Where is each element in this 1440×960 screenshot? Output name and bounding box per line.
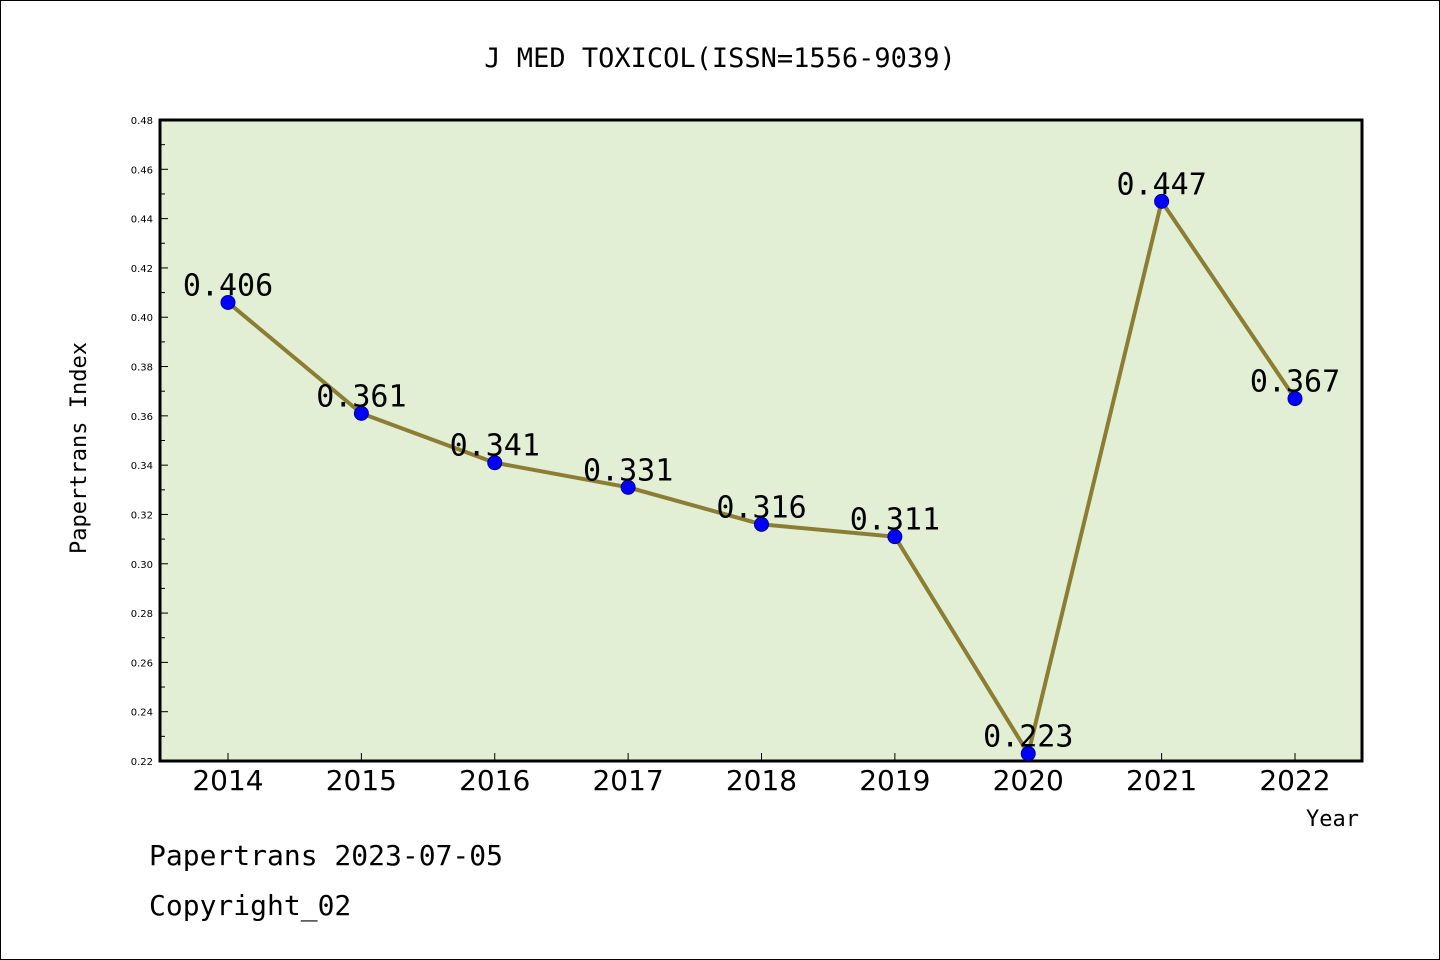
x-tick-label: 2020 xyxy=(993,764,1064,797)
data-point xyxy=(487,455,503,471)
x-tick-label: 2021 xyxy=(1126,764,1197,797)
y-tick-label: 0.26 xyxy=(131,658,153,669)
data-label: 0.311 xyxy=(850,503,940,538)
data-point xyxy=(1020,746,1036,762)
x-tick-label: 2022 xyxy=(1259,764,1330,797)
x-tick-label: 2016 xyxy=(459,764,530,797)
x-tick-label: 2014 xyxy=(192,764,263,797)
x-tick-label: 2015 xyxy=(326,764,397,797)
y-tick-label: 0.34 xyxy=(131,461,153,472)
y-tick-label: 0.48 xyxy=(131,116,153,127)
y-tick-label: 0.30 xyxy=(131,560,153,571)
x-axis: 2014 2015 2016 2017 2018 2019 2020 2021 2022 xyxy=(192,753,1331,797)
x-tick-label: 2019 xyxy=(859,764,930,797)
data-point xyxy=(1154,193,1170,209)
data-point xyxy=(220,294,236,310)
x-tick-label: 2017 xyxy=(592,764,663,797)
y-axis-label: Papertrans Index xyxy=(67,342,92,554)
x-tick-label: 2018 xyxy=(726,764,797,797)
y-tick-label: 0.42 xyxy=(131,264,153,275)
data-label: 0.316 xyxy=(716,490,806,525)
data-labels-group: 0.406 0.361 0.341 0.331 0.316 0.311 0.223 0.447… xyxy=(183,167,1340,754)
data-point xyxy=(754,516,769,532)
data-label: 0.331 xyxy=(583,453,673,488)
y-tick-label: 0.46 xyxy=(131,165,153,176)
y-tick-label: 0.40 xyxy=(131,313,153,324)
y-tick-label: 0.28 xyxy=(131,609,153,620)
footer-date: Papertrans 2023-07-05 xyxy=(149,839,503,872)
data-label: 0.223 xyxy=(983,720,1073,755)
data-point xyxy=(1287,391,1303,407)
data-point xyxy=(620,479,636,495)
data-label: 0.406 xyxy=(183,268,273,303)
data-label: 0.367 xyxy=(1250,365,1340,400)
chart-title: J MED TOXICOL(ISSN=1556-9039) xyxy=(484,43,955,74)
data-label: 0.361 xyxy=(316,379,406,414)
data-point xyxy=(887,529,903,545)
footer-copyright: Copyright_02 xyxy=(149,889,351,923)
data-label: 0.341 xyxy=(450,429,540,464)
y-tick-label: 0.24 xyxy=(131,708,153,719)
y-tick-label: 0.32 xyxy=(131,510,153,521)
y-tick-label: 0.36 xyxy=(131,412,153,423)
y-tick-label: 0.22 xyxy=(131,757,153,768)
x-axis-label: Year xyxy=(1306,807,1359,832)
data-label: 0.447 xyxy=(1116,167,1206,202)
y-tick-label: 0.38 xyxy=(131,363,153,374)
y-tick-label: 0.44 xyxy=(131,215,153,226)
y-axis: 0.22 0.24 0.26 0.28 0.30 0.32 0.34 0.36 0.38 0.40… xyxy=(131,116,168,768)
data-point xyxy=(353,405,369,421)
series-points-group xyxy=(220,193,1303,762)
plot-area xyxy=(158,118,1364,763)
